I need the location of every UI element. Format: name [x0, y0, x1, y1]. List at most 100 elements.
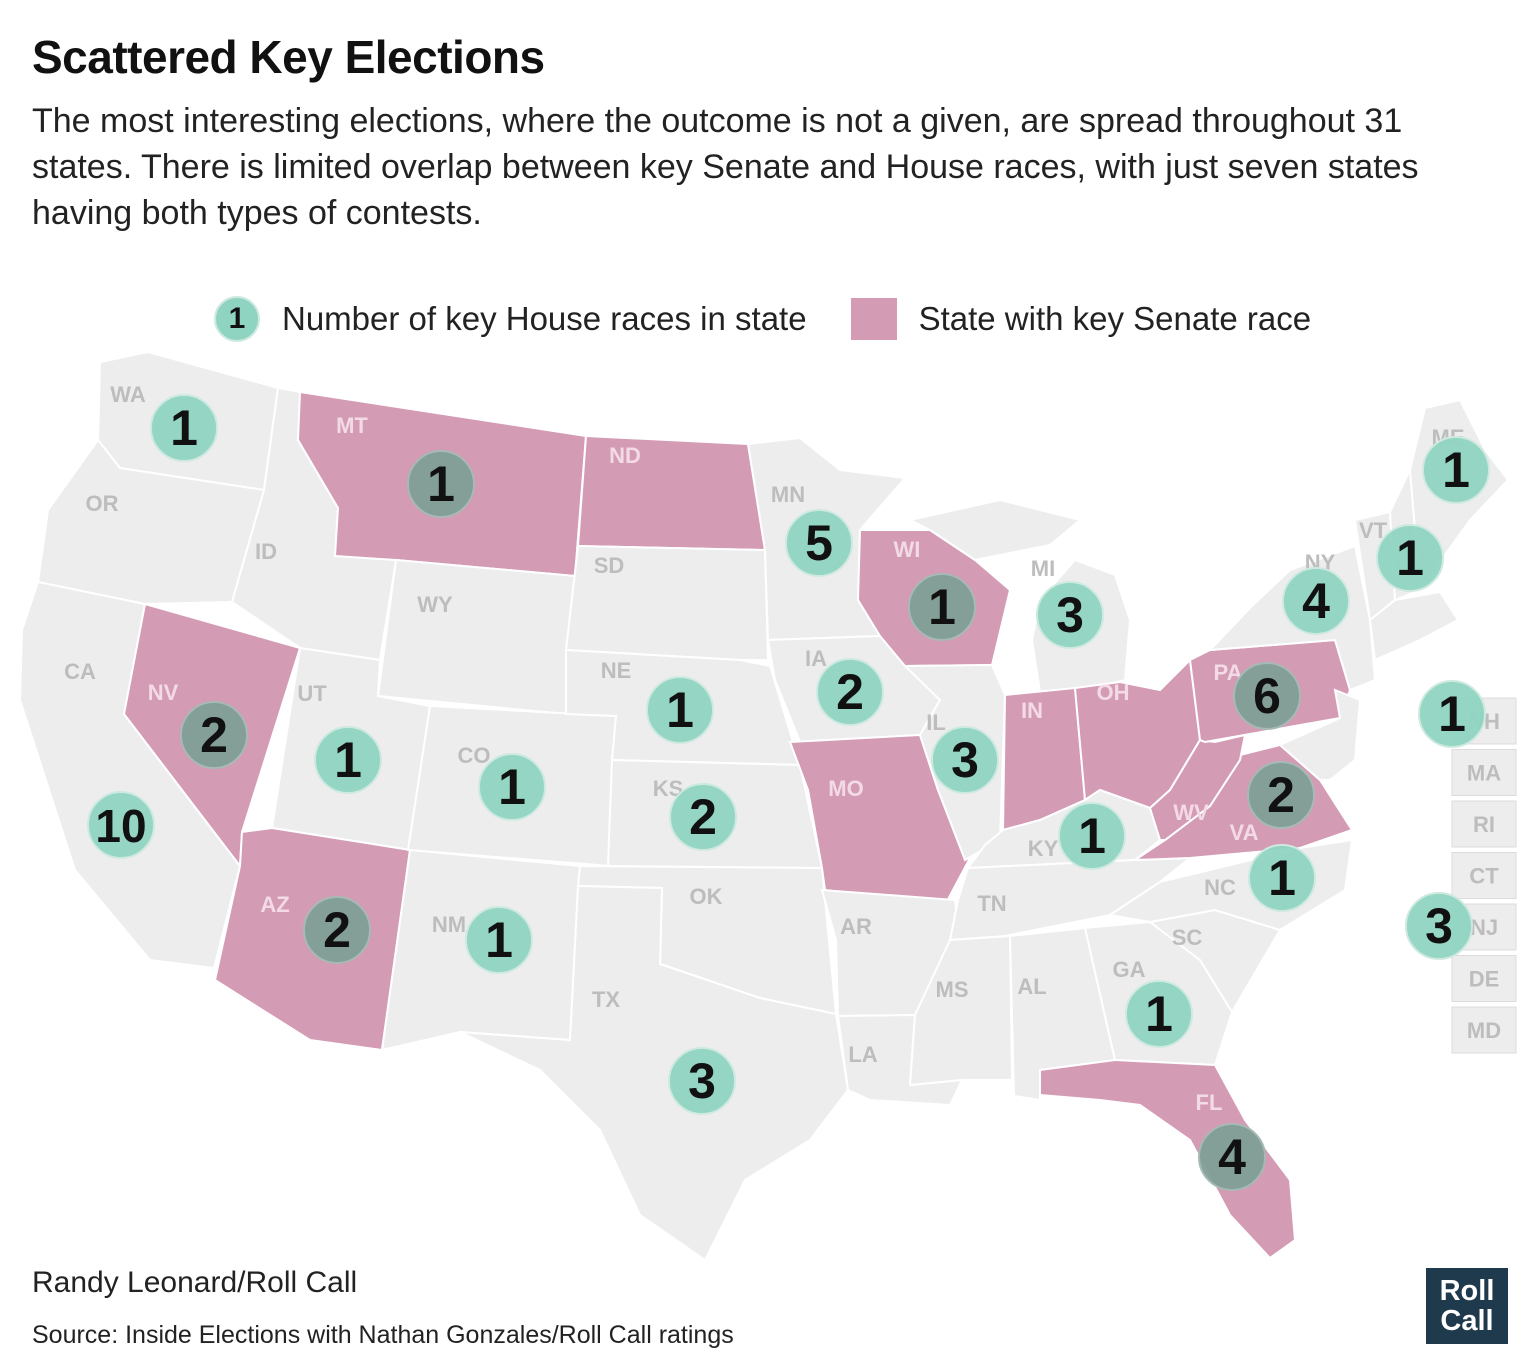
house-race-count-NJ: 3 — [1425, 898, 1453, 954]
state-label-IA: IA — [805, 646, 827, 671]
house-race-count-KS: 2 — [689, 789, 717, 845]
state-label-SD: SD — [594, 553, 625, 578]
house-race-circle-TX — [668, 1047, 736, 1115]
state-label-TN: TN — [977, 891, 1006, 916]
state-label-SC: SC — [1172, 925, 1203, 950]
house-race-circle-AZ — [303, 896, 371, 964]
house-race-count-AZ: 2 — [323, 902, 351, 958]
roll-call-logo: Roll Call — [1426, 1268, 1508, 1344]
state-label-LA: LA — [848, 1042, 877, 1067]
house-race-count-VA: 2 — [1267, 767, 1295, 823]
state-FL — [1039, 1058, 1297, 1260]
state-label-KY: KY — [1028, 836, 1059, 861]
house-race-circle-CA — [87, 791, 155, 859]
house-race-circle-PA — [1233, 662, 1301, 730]
state-WY — [376, 558, 577, 716]
state-label-MT: MT — [336, 413, 368, 438]
house-race-count-WI: 1 — [928, 579, 956, 635]
house-race-count-CO: 1 — [498, 759, 526, 815]
state-label-NE: NE — [601, 658, 632, 683]
state-label-GA: GA — [1113, 957, 1146, 982]
house-race-circle-NJ — [1405, 892, 1473, 960]
house-race-circle-NE — [646, 676, 714, 744]
house-race-circle-IL — [931, 726, 999, 794]
state-new-england-south — [1368, 590, 1460, 662]
house-race-circle-WA — [150, 394, 218, 462]
house-race-count-KY: 1 — [1078, 808, 1106, 864]
state-label-ID: ID — [255, 539, 277, 564]
legend-house-label: Number of key House races in state — [282, 300, 807, 337]
state-label-AZ: AZ — [260, 892, 289, 917]
house-race-count-IA: 2 — [836, 664, 864, 720]
state-label-IL: IL — [926, 710, 946, 735]
state-WV — [1148, 733, 1247, 841]
house-race-circle-WI — [908, 573, 976, 641]
house-race-circle-NV — [180, 701, 248, 769]
house-race-circle-GA — [1125, 980, 1193, 1048]
state-label-TX: TX — [592, 987, 620, 1012]
state-mid-atlantic — [1278, 688, 1362, 781]
state-label-WY: WY — [417, 592, 453, 617]
house-race-circle-VT — [1376, 524, 1444, 592]
small-state-boxes: NHMARICTNJDEMD — [1451, 697, 1517, 1054]
state-label-FL: FL — [1196, 1090, 1223, 1115]
house-race-circle-ME — [1422, 436, 1490, 504]
small-state-box-CT — [1451, 852, 1517, 899]
state-label-ND: ND — [609, 443, 641, 468]
state-SD — [564, 544, 770, 661]
legend-senate-swatch — [850, 298, 897, 340]
state-label-OR: OR — [86, 491, 119, 516]
small-state-label-DE: DE — [1469, 967, 1500, 992]
state-label-AR: AR — [840, 914, 872, 939]
state-label-MO: MO — [828, 776, 863, 801]
house-race-count-FL: 4 — [1218, 1129, 1246, 1185]
state-label-WA: WA — [110, 382, 146, 407]
map-subtitle: The most interesting elections, where th… — [32, 102, 1419, 232]
legend: 1 Number of key House races in state Sta… — [214, 294, 1311, 344]
house-race-circle-NC — [1248, 844, 1316, 912]
house-race-circle-MI — [1036, 581, 1104, 649]
small-state-box-DE — [1451, 955, 1517, 1002]
house-race-count-WA: 1 — [170, 400, 198, 456]
small-state-label-CT: CT — [1469, 864, 1499, 889]
house-race-count-NC: 1 — [1268, 850, 1296, 906]
logo-line1: Roll — [1439, 1275, 1495, 1307]
house-race-circle-NM — [465, 906, 533, 974]
state-shapes — [18, 350, 1510, 1262]
state-label-MI: MI — [1031, 556, 1055, 581]
house-race-circle-IA — [816, 658, 884, 726]
house-race-count-NY: 4 — [1302, 573, 1330, 629]
house-race-circle-NY — [1282, 567, 1350, 635]
house-race-count-IL: 3 — [951, 732, 979, 788]
credit-line: Randy Leonard/Roll Call — [32, 1266, 358, 1299]
house-race-circle-VA — [1247, 761, 1315, 829]
state-OR — [36, 438, 266, 606]
house-race-count-PA: 6 — [1253, 668, 1281, 724]
state-label-NC: NC — [1204, 875, 1236, 900]
state-label-OH: OH — [1097, 680, 1130, 705]
house-race-count-TX: 3 — [688, 1053, 716, 1109]
house-race-count-NE: 1 — [666, 682, 694, 738]
small-state-label-MD: MD — [1467, 1018, 1501, 1043]
state-ND — [576, 434, 767, 552]
state-label-MN: MN — [771, 482, 805, 507]
state-label-AL: AL — [1017, 974, 1046, 999]
legend-senate-label: State with key Senate race — [918, 300, 1312, 337]
house-race-count-GA: 1 — [1145, 986, 1173, 1042]
state-label-NM: NM — [432, 912, 466, 937]
small-state-label-NJ: NJ — [1470, 915, 1498, 940]
house-race-count-NH: 1 — [1438, 686, 1466, 742]
house-race-count-NV: 2 — [200, 707, 228, 763]
house-race-count-ME: 1 — [1442, 442, 1470, 498]
state-MI-upper — [907, 498, 1083, 562]
us-map: NHMARICTNJDEMD WAORCAIDNVMTWYUTAZCONMNDS… — [18, 350, 1517, 1262]
state-label-WV: WV — [1173, 800, 1209, 825]
state-TX — [459, 884, 850, 1262]
state-label-CO: CO — [458, 743, 491, 768]
state-label-UT: UT — [297, 681, 327, 706]
state-label-CA: CA — [64, 659, 96, 684]
house-race-count-CA: 10 — [95, 800, 146, 852]
small-state-label-MA: MA — [1467, 761, 1501, 786]
house-race-circle-KS — [669, 783, 737, 851]
